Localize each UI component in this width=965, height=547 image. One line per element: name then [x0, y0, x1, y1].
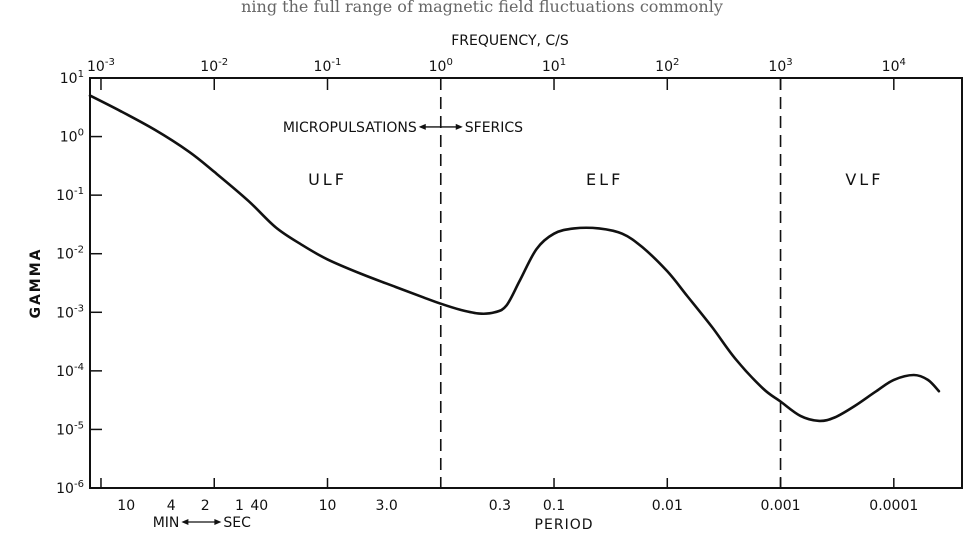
y-tick-label: 10-4 [56, 362, 84, 380]
y-tick-label: 10-3 [56, 303, 84, 321]
bottom-tick-label: 0.1 [543, 498, 565, 514]
bottom-tick-label: 0.0001 [869, 498, 918, 514]
y-tick-label: 10-6 [56, 479, 84, 497]
top-tick-label: 101 [542, 57, 566, 75]
y-tick-label: 10-2 [56, 245, 84, 263]
bottom-tick-label: 4 [167, 498, 176, 514]
unit-arrow-left-head [181, 519, 189, 525]
top-tick-label: 100 [429, 57, 453, 75]
bottom-tick-label: 0.001 [761, 498, 801, 514]
region-label: ULF [308, 170, 347, 189]
top-axis-title: FREQUENCY, C/S [451, 33, 569, 49]
bottom-tick-label: 10 [319, 498, 337, 514]
y-axis-ticks: 101 100 10-1 10-2 10-3 10-4 10-5 10-6 [56, 69, 102, 497]
spectrum-curve [88, 94, 941, 423]
bottom-tick-label: 0.01 [652, 498, 683, 514]
x-axis-label: PERIOD [535, 517, 594, 533]
bottom-tick-label: 2 [201, 498, 210, 514]
bottom-tick-label: 3.0 [376, 498, 398, 514]
y-tick-label: 100 [60, 128, 84, 146]
bottom-tick-label: 40 [250, 498, 268, 514]
page-header-fragment: ning the full range of magnetic field fl… [241, 0, 723, 16]
plot-frame [89, 77, 963, 489]
annotation-right-text: SFERICS [465, 120, 523, 136]
top-tick-label: 10-2 [200, 57, 228, 75]
region-label: VLF [845, 170, 883, 189]
top-tick-label: 103 [768, 57, 792, 75]
bottom-axis-ticks: 10 4 2 1 40 10 3.0 0.3 0.1 0.01 0.001 0.0001 [117, 498, 918, 514]
y-tick-label: 101 [60, 69, 84, 87]
region-labels: ULF ELF VLF [308, 170, 883, 189]
bottom-tick-label: 0.3 [489, 498, 511, 514]
bottom-tick-label: 10 [117, 498, 135, 514]
arrow-left-head [418, 123, 426, 130]
y-tick-label: 10-1 [56, 186, 84, 204]
region-label: ELF [586, 170, 623, 189]
top-tick-label: 104 [882, 57, 906, 75]
micropulsations-sferics-annotation: MICROPULSATIONS SFERICS [283, 120, 523, 136]
unit-arrow-right-head [214, 519, 222, 525]
unit-right-text: SEC [223, 515, 251, 531]
bottom-tick-label: 1 [235, 498, 244, 514]
top-tick-label: 10-1 [314, 57, 342, 75]
y-axis-label: GAMMA [28, 247, 44, 318]
unit-left-text: MIN [153, 515, 180, 531]
top-tick-label: 10-3 [87, 57, 115, 75]
top-tick-label: 102 [655, 57, 679, 75]
y-tick-label: 10-5 [56, 420, 84, 438]
min-sec-indicator: MIN SEC [153, 515, 251, 531]
region-boundaries [439, 78, 782, 488]
arrow-right-head [455, 123, 463, 130]
annotation-left-text: MICROPULSATIONS [283, 120, 417, 136]
